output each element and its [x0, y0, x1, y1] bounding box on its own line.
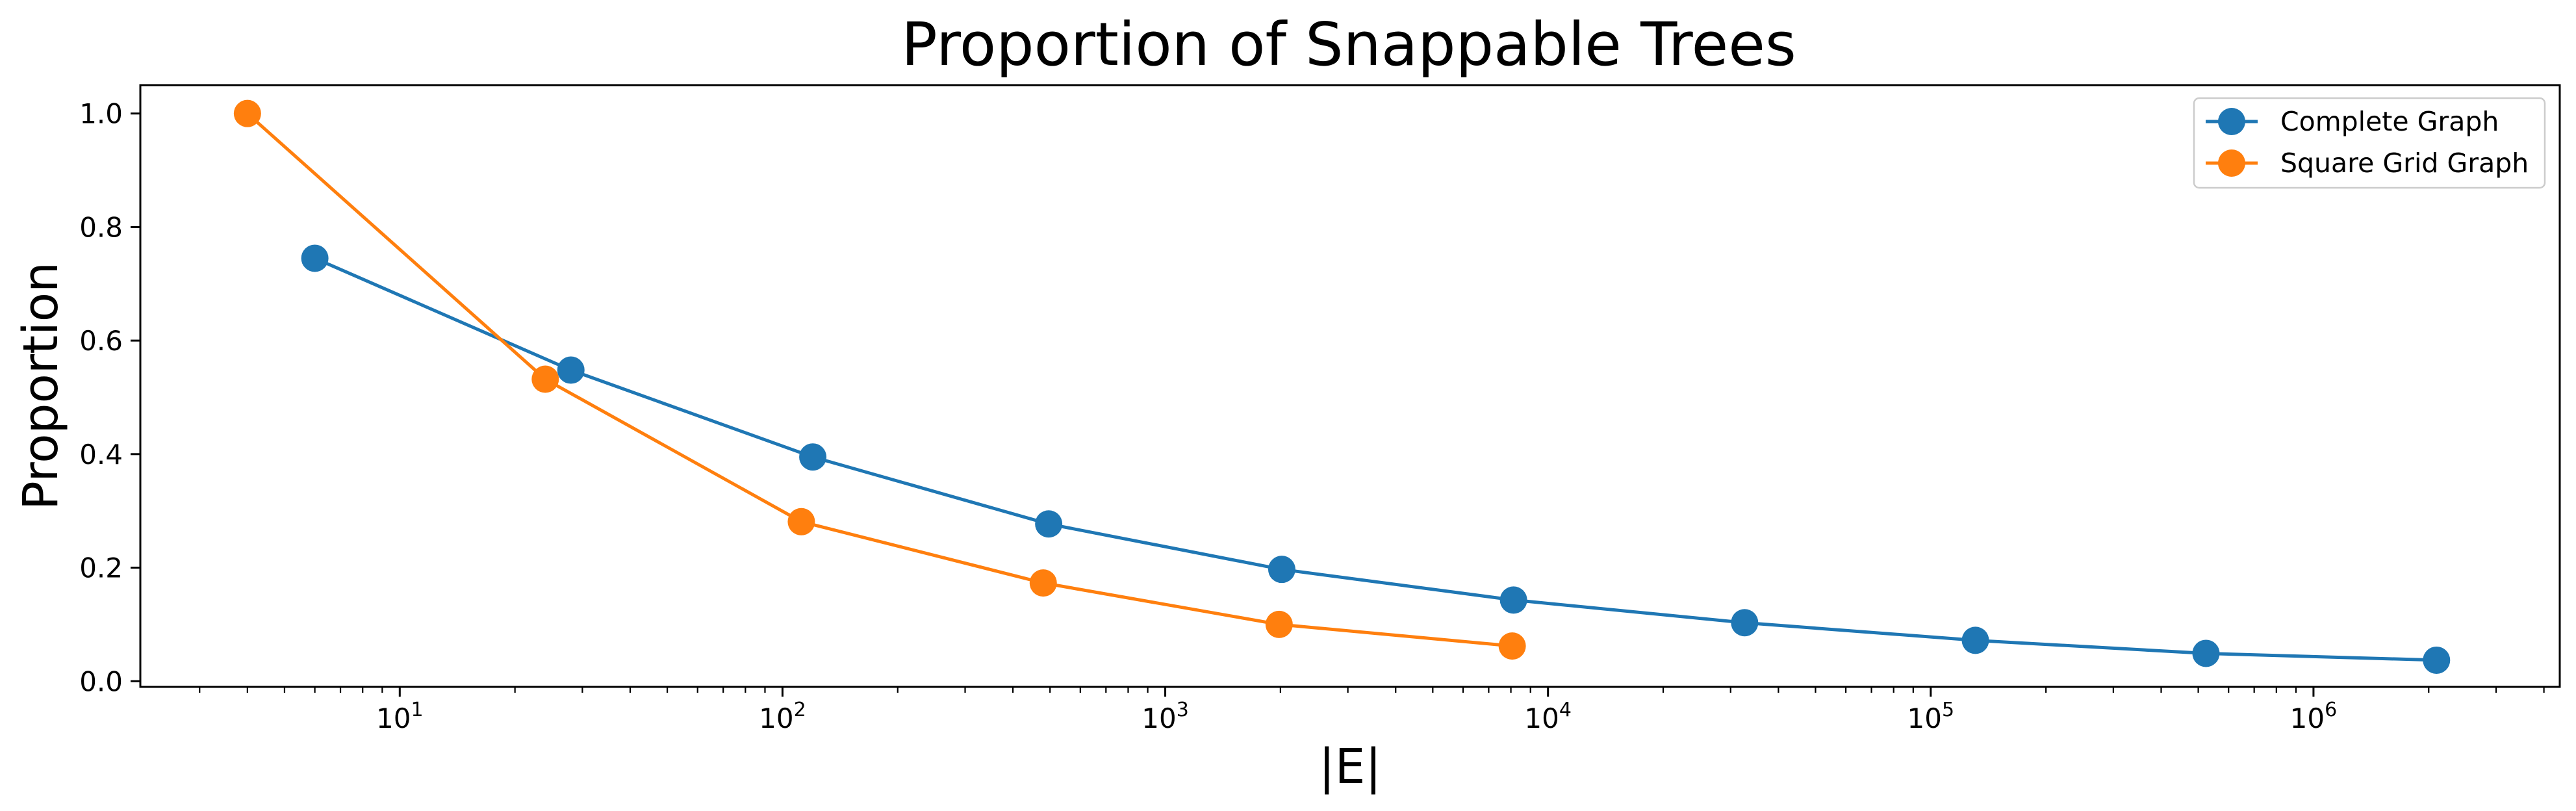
x-tick-label: 105 [1907, 699, 1955, 734]
data-point-square-grid-graph [233, 99, 261, 127]
legend-label-square-grid-graph: Square Grid Graph [2280, 148, 2529, 179]
data-point-complete-graph [557, 356, 585, 384]
x-tick-label: 102 [759, 699, 806, 734]
series-layer [233, 99, 2451, 674]
chart-title: Proportion of Snappable Trees [901, 10, 1796, 79]
x-axis-label: |E| [1319, 739, 1382, 795]
legend-label-complete-graph: Complete Graph [2280, 106, 2499, 137]
data-point-complete-graph [799, 443, 827, 471]
x-tick-label: 101 [376, 699, 424, 734]
data-point-complete-graph [1731, 609, 1759, 637]
y-tick-label: 0.2 [79, 552, 123, 584]
data-point-square-grid-graph [1029, 569, 1057, 597]
legend-frame [2193, 97, 2546, 189]
data-point-square-grid-graph [531, 365, 559, 393]
data-point-complete-graph [2423, 646, 2451, 674]
series-square-grid-graph [233, 99, 1526, 660]
y-tick-label: 0.0 [79, 665, 123, 697]
y-tick-label: 0.8 [79, 211, 123, 243]
data-point-complete-graph [1035, 510, 1063, 538]
x-tick-label: 106 [2290, 699, 2338, 734]
x-tick-label: 103 [1141, 699, 1189, 734]
legend-marker-square-grid-graph [2218, 149, 2245, 177]
data-point-square-grid-graph [1498, 632, 1526, 660]
series-line-square-grid-graph [246, 112, 1512, 648]
y-axis-ticks: 0.0 0.2 0.4 0.6 0.8 1.0 [79, 98, 140, 697]
data-point-complete-graph [1268, 556, 1295, 584]
legend: Complete Graph Square Grid Graph [2193, 97, 2546, 189]
y-tick-label: 1.0 [79, 98, 123, 130]
data-point-complete-graph [1499, 586, 1527, 614]
data-point-complete-graph [301, 244, 329, 272]
legend-marker-complete-graph [2218, 108, 2245, 135]
y-tick-label: 0.4 [79, 439, 123, 470]
data-point-complete-graph [2192, 639, 2220, 667]
data-point-complete-graph [1961, 626, 1989, 654]
series-line-complete-graph [314, 257, 2437, 662]
x-tick-label: 104 [1524, 699, 1572, 734]
series-complete-graph [301, 244, 2451, 674]
data-point-square-grid-graph [1265, 610, 1293, 638]
x-minor-ticks [199, 687, 2545, 693]
y-axis-label: Proportion [13, 262, 69, 510]
data-point-square-grid-graph [787, 508, 815, 535]
y-tick-label: 0.6 [79, 325, 123, 357]
x-axis-ticks: 101 102 103 104 105 106 [376, 687, 2337, 734]
